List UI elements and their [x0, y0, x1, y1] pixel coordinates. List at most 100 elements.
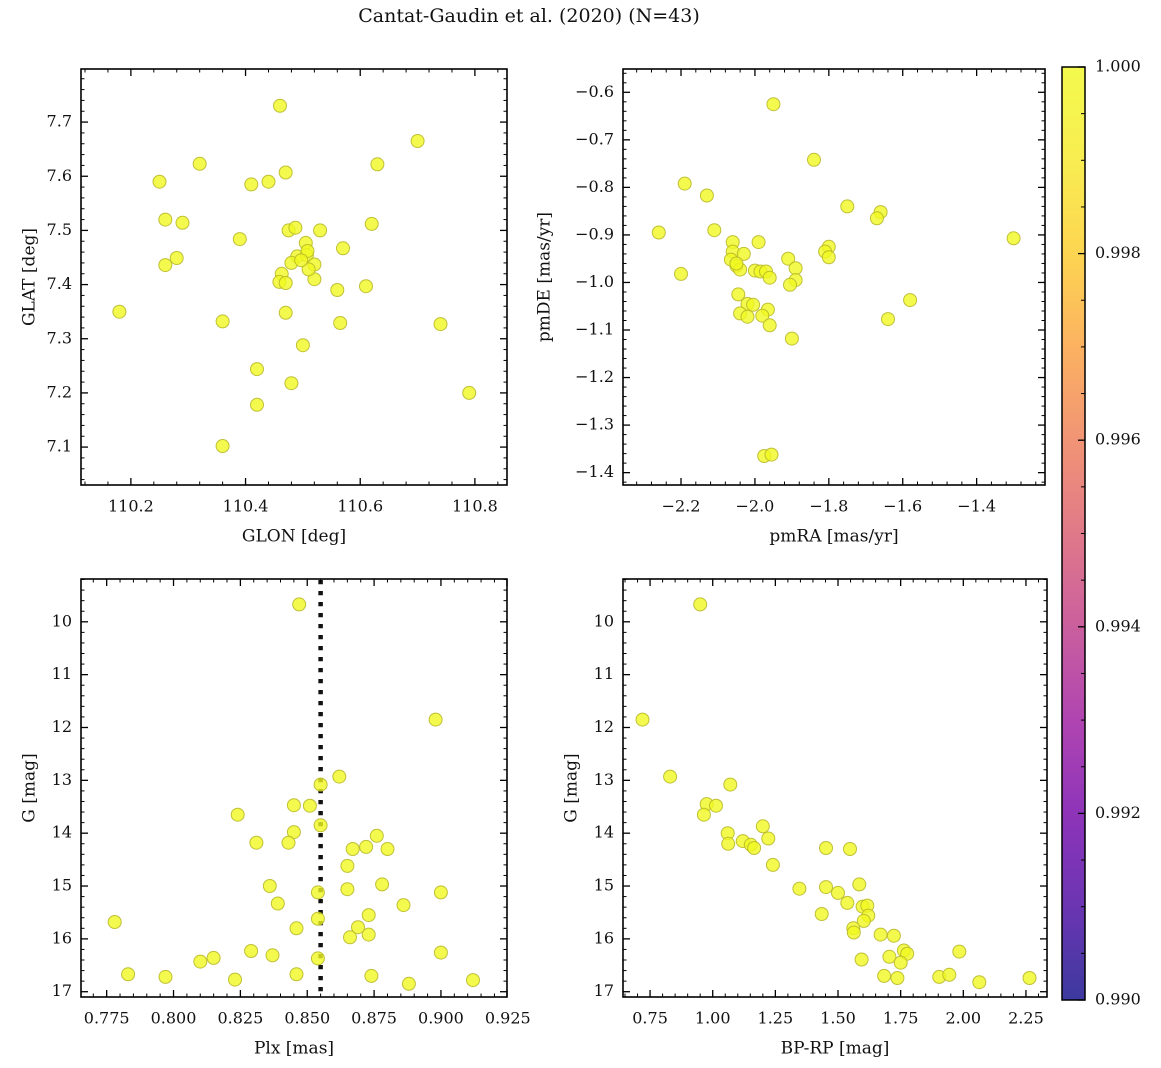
scatter-point — [302, 798, 317, 813]
scatter-point — [375, 877, 390, 892]
y-tick-label: 7.1 — [47, 437, 72, 456]
y-tick-label: 13 — [52, 770, 72, 789]
x-axis-label: BP-RP [mag] — [781, 1039, 890, 1059]
colorbar-tick-label: 0.992 — [1095, 803, 1141, 822]
y-tick-label: 7.5 — [47, 220, 72, 239]
scatter-point — [709, 798, 723, 813]
scatter-point — [313, 223, 328, 238]
scatter-point — [723, 777, 738, 792]
figure-title: Cantat-Gaudin et al. (2020) (N=43) — [358, 5, 700, 27]
y-tick-label: 7.3 — [47, 328, 72, 347]
scatter-point — [152, 174, 167, 189]
scatter-point — [1006, 231, 1021, 246]
y-tick-label: 14 — [52, 823, 72, 842]
x-tick-label: −1.4 — [957, 497, 996, 516]
scatter-point — [873, 927, 888, 942]
y-tick-label: 12 — [594, 717, 614, 736]
scatter-point — [747, 841, 762, 855]
scatter-point — [699, 188, 714, 203]
scatter-point — [762, 318, 777, 333]
scatter-point — [663, 769, 678, 784]
scatter-point — [401, 976, 416, 991]
scatter-point — [761, 831, 776, 846]
scatter-point — [310, 911, 325, 926]
x-axis-label: GLON [deg] — [242, 527, 346, 547]
y-axis-label: G [mag] — [20, 753, 40, 822]
colorbar-gradient — [1062, 67, 1085, 1000]
y-tick-label: 13 — [594, 770, 614, 789]
x-tick-label: 0.775 — [84, 1009, 130, 1028]
scatter-point — [336, 241, 350, 256]
scatter-point — [764, 447, 779, 462]
y-tick-label: 17 — [594, 981, 614, 1000]
scatter-point — [294, 253, 309, 268]
scatter-point — [121, 967, 136, 982]
scatter-point — [343, 930, 357, 945]
scatter-point — [843, 842, 857, 856]
scatter-point — [262, 879, 277, 893]
y-tick-label: 7.2 — [47, 382, 72, 401]
scatter-point — [313, 818, 328, 833]
scatter-point — [721, 836, 736, 851]
y-tick-label: 16 — [594, 928, 614, 947]
scatter-point — [433, 885, 448, 900]
scatter-point — [840, 199, 855, 214]
scatter-point — [244, 944, 259, 958]
x-tick-label: 0.900 — [418, 1009, 464, 1028]
scatter-point — [881, 312, 895, 327]
x-tick-label: 0.925 — [485, 1009, 531, 1028]
y-tick-label: 12 — [52, 717, 72, 736]
scatter-point — [295, 338, 310, 353]
scatter-point — [107, 915, 122, 929]
scatter-point — [433, 317, 448, 332]
y-tick-label: 11 — [594, 664, 614, 683]
scatter-point — [831, 885, 845, 900]
x-tick-label: 110.4 — [223, 497, 269, 516]
x-tick-label: −1.6 — [883, 497, 922, 516]
scatter-point — [765, 857, 780, 872]
colorbar-tick-label: 0.990 — [1095, 990, 1141, 1009]
scatter-point — [232, 232, 247, 247]
scatter-point — [766, 97, 781, 112]
y-tick-label: −1.4 — [575, 462, 614, 481]
y-tick-label: 11 — [52, 664, 72, 683]
y-tick-label: 7.6 — [47, 166, 72, 185]
scatter-point — [112, 304, 127, 319]
scatter-point — [250, 362, 264, 377]
scatter-point — [410, 134, 425, 148]
x-tick-label: 110.2 — [108, 497, 154, 516]
scatter-point — [292, 597, 307, 612]
y-tick-label: −1.0 — [575, 272, 614, 291]
scatter-point — [819, 880, 833, 895]
scatter-point — [278, 305, 293, 320]
scatter-point — [869, 211, 884, 226]
scatter-point — [396, 898, 411, 913]
y-tick-label: −0.7 — [575, 129, 614, 148]
scatter-point — [215, 314, 230, 329]
scatter-point — [289, 967, 304, 982]
y-tick-label: 7.7 — [47, 112, 72, 131]
x-tick-label: −2.0 — [735, 497, 774, 516]
scatter-point — [792, 881, 807, 896]
y-tick-label: −1.1 — [575, 320, 614, 339]
x-tick-label: 2.25 — [1008, 1009, 1044, 1028]
scatter-point — [270, 896, 285, 911]
x-tick-label: 2.00 — [945, 1009, 981, 1028]
x-tick-label: 110.8 — [452, 497, 498, 516]
scatter-point — [332, 769, 347, 784]
scatter-point — [788, 261, 803, 276]
scatter-point — [972, 975, 987, 990]
x-tick-label: 0.800 — [151, 1009, 197, 1028]
scatter-point — [281, 835, 296, 850]
scatter-point — [674, 266, 688, 281]
scatter-point — [783, 277, 797, 292]
scatter-point — [755, 819, 770, 834]
y-tick-label: −0.8 — [575, 177, 614, 196]
scatter-point — [301, 262, 316, 277]
scatter-point — [890, 971, 905, 985]
scatter-point — [206, 950, 221, 965]
scatter-point — [755, 308, 770, 323]
scatter-point — [351, 920, 365, 935]
axes-frame — [622, 68, 1046, 486]
